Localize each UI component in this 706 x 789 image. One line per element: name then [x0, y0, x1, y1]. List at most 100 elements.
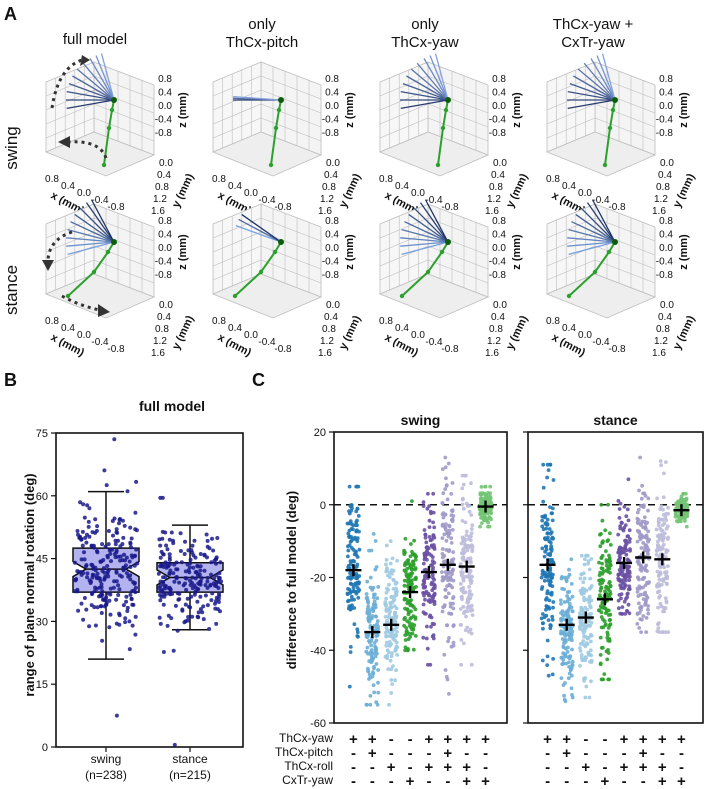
data-point	[561, 661, 566, 666]
factor-sign: -	[351, 745, 356, 762]
data-point	[624, 552, 629, 557]
data-point	[638, 617, 643, 621]
x-tick-label: -0.8	[441, 202, 459, 213]
data-point	[185, 562, 190, 567]
data-point	[446, 548, 451, 553]
data-point	[354, 529, 359, 534]
data-point	[348, 577, 353, 581]
data-point	[189, 548, 194, 553]
data-point	[425, 624, 429, 629]
data-point	[603, 622, 608, 627]
data-point	[660, 546, 665, 551]
data-point	[463, 473, 468, 478]
data-point	[205, 555, 209, 560]
data-point	[128, 592, 133, 597]
data-point	[463, 628, 468, 633]
data-point	[124, 571, 129, 576]
data-point	[616, 606, 621, 611]
data-point	[198, 582, 203, 587]
data-point	[373, 539, 378, 543]
data-point	[597, 573, 602, 578]
data-point	[389, 654, 394, 659]
data-point	[618, 578, 623, 582]
data-point	[639, 496, 644, 501]
y-axis-label: y (mm)	[337, 314, 363, 352]
data-point	[90, 563, 95, 567]
data-point	[459, 570, 463, 574]
data-point	[78, 570, 83, 574]
data-point	[428, 613, 433, 618]
data-point	[422, 557, 427, 562]
data-point	[216, 596, 221, 601]
data-point	[677, 514, 681, 519]
data-point	[161, 564, 166, 569]
z-tick-label: 0.8	[492, 216, 506, 227]
data-point	[447, 692, 451, 696]
data-point	[198, 552, 203, 556]
data-point	[579, 572, 584, 577]
data-point	[412, 538, 416, 543]
data-point	[195, 571, 200, 576]
x-tick-label: 0.8	[212, 316, 226, 327]
x-tick-label: 0.8	[546, 174, 560, 185]
data-point	[384, 640, 389, 645]
data-point	[112, 516, 117, 521]
data-point	[375, 633, 380, 638]
data-point	[547, 572, 551, 576]
column-title-2: only	[248, 16, 276, 33]
data-point	[410, 552, 415, 557]
data-point	[442, 603, 447, 607]
x-tick-label: 0.4	[395, 181, 409, 192]
data-point	[347, 587, 352, 592]
grid-line	[427, 259, 489, 284]
y-tick-label: 0.4	[324, 170, 338, 181]
data-point	[404, 570, 408, 574]
data-point	[186, 615, 191, 619]
series-4	[402, 499, 419, 653]
data-point	[413, 617, 418, 621]
series-7	[458, 473, 475, 667]
grid-line	[212, 103, 262, 125]
data-point	[656, 539, 660, 544]
data-point	[390, 651, 394, 655]
floor	[378, 273, 490, 319]
data-point	[348, 559, 353, 564]
x-category-label: stance	[172, 752, 208, 766]
data-point	[464, 529, 469, 534]
leg-joint	[268, 162, 274, 168]
data-point	[393, 648, 398, 653]
series-7	[654, 459, 671, 634]
data-point	[409, 566, 414, 571]
plane-normal-line	[577, 68, 616, 101]
data-point	[421, 585, 426, 590]
x-tick-label: 0.0	[77, 330, 91, 341]
data-point	[427, 518, 432, 523]
factor-sign: +	[443, 731, 452, 748]
data-point	[388, 561, 393, 566]
grid-line	[594, 75, 656, 100]
z-tick-label: 0.8	[325, 216, 339, 227]
data-point	[370, 674, 375, 679]
y-tick-label: 1.6	[318, 348, 332, 359]
z-tick-label: -0.4	[656, 115, 674, 126]
data-point	[403, 638, 408, 642]
data-point	[376, 668, 380, 672]
data-point	[658, 594, 662, 598]
y-tick-label: 30	[36, 616, 48, 628]
data-point	[480, 521, 484, 525]
grid-line	[260, 231, 322, 256]
data-point	[550, 518, 555, 523]
y-tick-label: 0.8	[489, 324, 503, 335]
data-point	[582, 679, 586, 683]
data-point	[606, 638, 611, 643]
data-point	[349, 503, 354, 507]
data-point	[569, 617, 574, 622]
data-point	[89, 603, 94, 608]
data-point	[469, 662, 474, 667]
data-point	[563, 639, 568, 644]
data-point	[190, 575, 195, 580]
data-point	[117, 587, 122, 592]
data-point	[684, 491, 688, 496]
data-point	[604, 558, 609, 562]
data-point	[410, 571, 415, 576]
